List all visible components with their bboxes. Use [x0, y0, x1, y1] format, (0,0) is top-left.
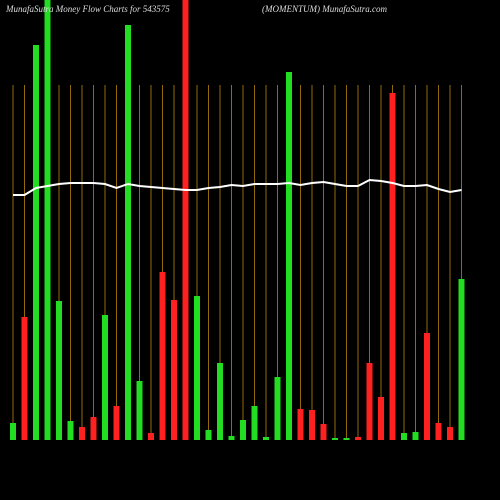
bar: [136, 381, 143, 440]
bar: [309, 410, 315, 440]
bar: [263, 437, 269, 440]
chart-subtitle: (MOMENTUM) MunafaSutra.com: [262, 4, 387, 14]
bar: [125, 25, 131, 440]
bar: [194, 296, 200, 440]
bar: [90, 417, 97, 440]
bar: [355, 437, 361, 440]
bar: [228, 436, 235, 440]
bar: [424, 333, 430, 440]
line: [13, 178, 462, 196]
bar: [286, 72, 292, 440]
bar: [159, 272, 166, 440]
bar: [332, 438, 338, 440]
bar: [113, 406, 120, 440]
bar: [343, 438, 350, 440]
bar: [182, 0, 189, 440]
bar: [56, 301, 62, 440]
bar: [102, 315, 108, 440]
bar: [401, 433, 407, 440]
bar: [148, 433, 154, 440]
bar: [378, 397, 384, 440]
bar: [412, 432, 419, 440]
bars: [10, 0, 465, 440]
bar: [366, 363, 373, 440]
bar: [458, 279, 465, 440]
bar: [297, 409, 304, 440]
bar: [217, 363, 223, 440]
bar: [21, 317, 28, 440]
bar: [10, 423, 16, 440]
bar: [435, 423, 442, 440]
bar: [44, 0, 51, 440]
bar: [447, 427, 453, 440]
bar: [320, 424, 327, 440]
bar: [79, 427, 85, 440]
bar: [171, 300, 177, 440]
chart-title: MunafaSutra Money Flow Charts for 543575: [5, 4, 170, 14]
bar: [67, 421, 74, 440]
bar: [33, 45, 39, 440]
bar: [205, 430, 212, 440]
bar: [389, 93, 396, 440]
bar: [251, 406, 258, 440]
bar: [240, 420, 246, 440]
bar: [274, 377, 281, 440]
